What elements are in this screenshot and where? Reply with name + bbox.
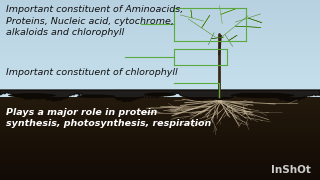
Text: Important constituent of Aminoacids,
Proteins, Nucleic acid, cytochrome,
alkaloi: Important constituent of Aminoacids, Pro… <box>6 5 184 37</box>
Polygon shape <box>229 35 237 40</box>
Ellipse shape <box>144 93 176 96</box>
Polygon shape <box>221 9 236 14</box>
Text: InShOt: InShOt <box>270 165 310 175</box>
Text: Plays a major role in protein
synthesis, photosynthesis, respiration: Plays a major role in protein synthesis,… <box>6 108 212 129</box>
Polygon shape <box>191 10 192 18</box>
Ellipse shape <box>230 93 294 98</box>
Polygon shape <box>235 26 261 27</box>
Polygon shape <box>248 18 262 23</box>
Polygon shape <box>211 37 224 39</box>
Ellipse shape <box>77 94 115 98</box>
Polygon shape <box>202 15 210 28</box>
Text: Important constituent of chlorophyll: Important constituent of chlorophyll <box>6 68 178 77</box>
Ellipse shape <box>8 93 56 98</box>
